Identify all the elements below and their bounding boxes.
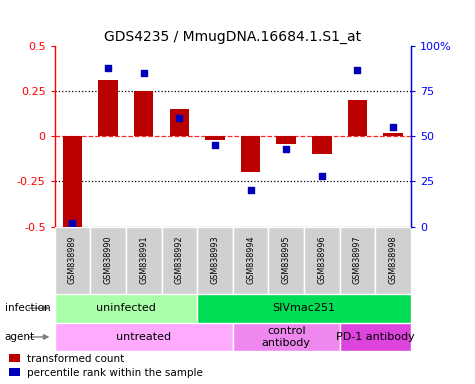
Bar	[268, 227, 304, 294]
Text: percentile rank within the sample: percentile rank within the sample	[27, 368, 203, 378]
Bar	[126, 227, 162, 294]
Text: SIVmac251: SIVmac251	[273, 303, 335, 313]
Bar	[276, 136, 296, 144]
Text: control
antibody: control antibody	[262, 326, 311, 348]
Bar	[55, 323, 233, 351]
Point	[68, 220, 76, 226]
Text: GSM838991: GSM838991	[139, 236, 148, 285]
Bar	[348, 100, 367, 136]
Bar	[197, 227, 233, 294]
Bar	[9, 368, 20, 376]
Bar	[90, 227, 126, 294]
Bar	[197, 294, 411, 323]
Point	[282, 146, 290, 152]
Text: GSM838995: GSM838995	[282, 236, 291, 285]
Text: GSM838992: GSM838992	[175, 236, 184, 285]
Point	[318, 173, 326, 179]
Bar	[340, 227, 375, 294]
Bar	[9, 354, 20, 362]
Bar	[233, 323, 340, 351]
Text: GSM838994: GSM838994	[246, 236, 255, 285]
Text: GSM838996: GSM838996	[317, 236, 326, 285]
Text: PD-1 antibody: PD-1 antibody	[336, 332, 415, 342]
Point	[211, 142, 218, 149]
Point	[104, 65, 112, 71]
Bar	[98, 80, 118, 136]
Bar	[241, 136, 260, 172]
Point	[390, 124, 397, 131]
Bar	[233, 227, 268, 294]
Text: GSM838990: GSM838990	[104, 236, 113, 285]
Text: transformed count: transformed count	[27, 354, 124, 364]
Text: GSM838993: GSM838993	[210, 236, 219, 285]
Bar	[375, 227, 411, 294]
Bar	[205, 136, 225, 140]
Bar	[340, 323, 411, 351]
Bar	[162, 227, 197, 294]
Bar	[170, 109, 189, 136]
Bar	[383, 133, 403, 136]
Bar	[304, 227, 340, 294]
Bar	[63, 136, 82, 227]
Point	[247, 187, 255, 194]
Text: untreated: untreated	[116, 332, 171, 342]
Point	[353, 66, 361, 73]
Title: GDS4235 / MmugDNA.16684.1.S1_at: GDS4235 / MmugDNA.16684.1.S1_at	[104, 30, 361, 44]
Text: GSM838989: GSM838989	[68, 236, 77, 285]
Point	[140, 70, 147, 76]
Text: agent: agent	[5, 332, 35, 342]
Bar	[55, 294, 197, 323]
Text: GSM838997: GSM838997	[353, 236, 362, 285]
Bar	[55, 227, 90, 294]
Text: GSM838998: GSM838998	[389, 236, 398, 285]
Point	[176, 115, 183, 121]
Bar	[312, 136, 332, 154]
Text: uninfected: uninfected	[96, 303, 156, 313]
Text: infection: infection	[5, 303, 50, 313]
Bar	[134, 91, 153, 136]
